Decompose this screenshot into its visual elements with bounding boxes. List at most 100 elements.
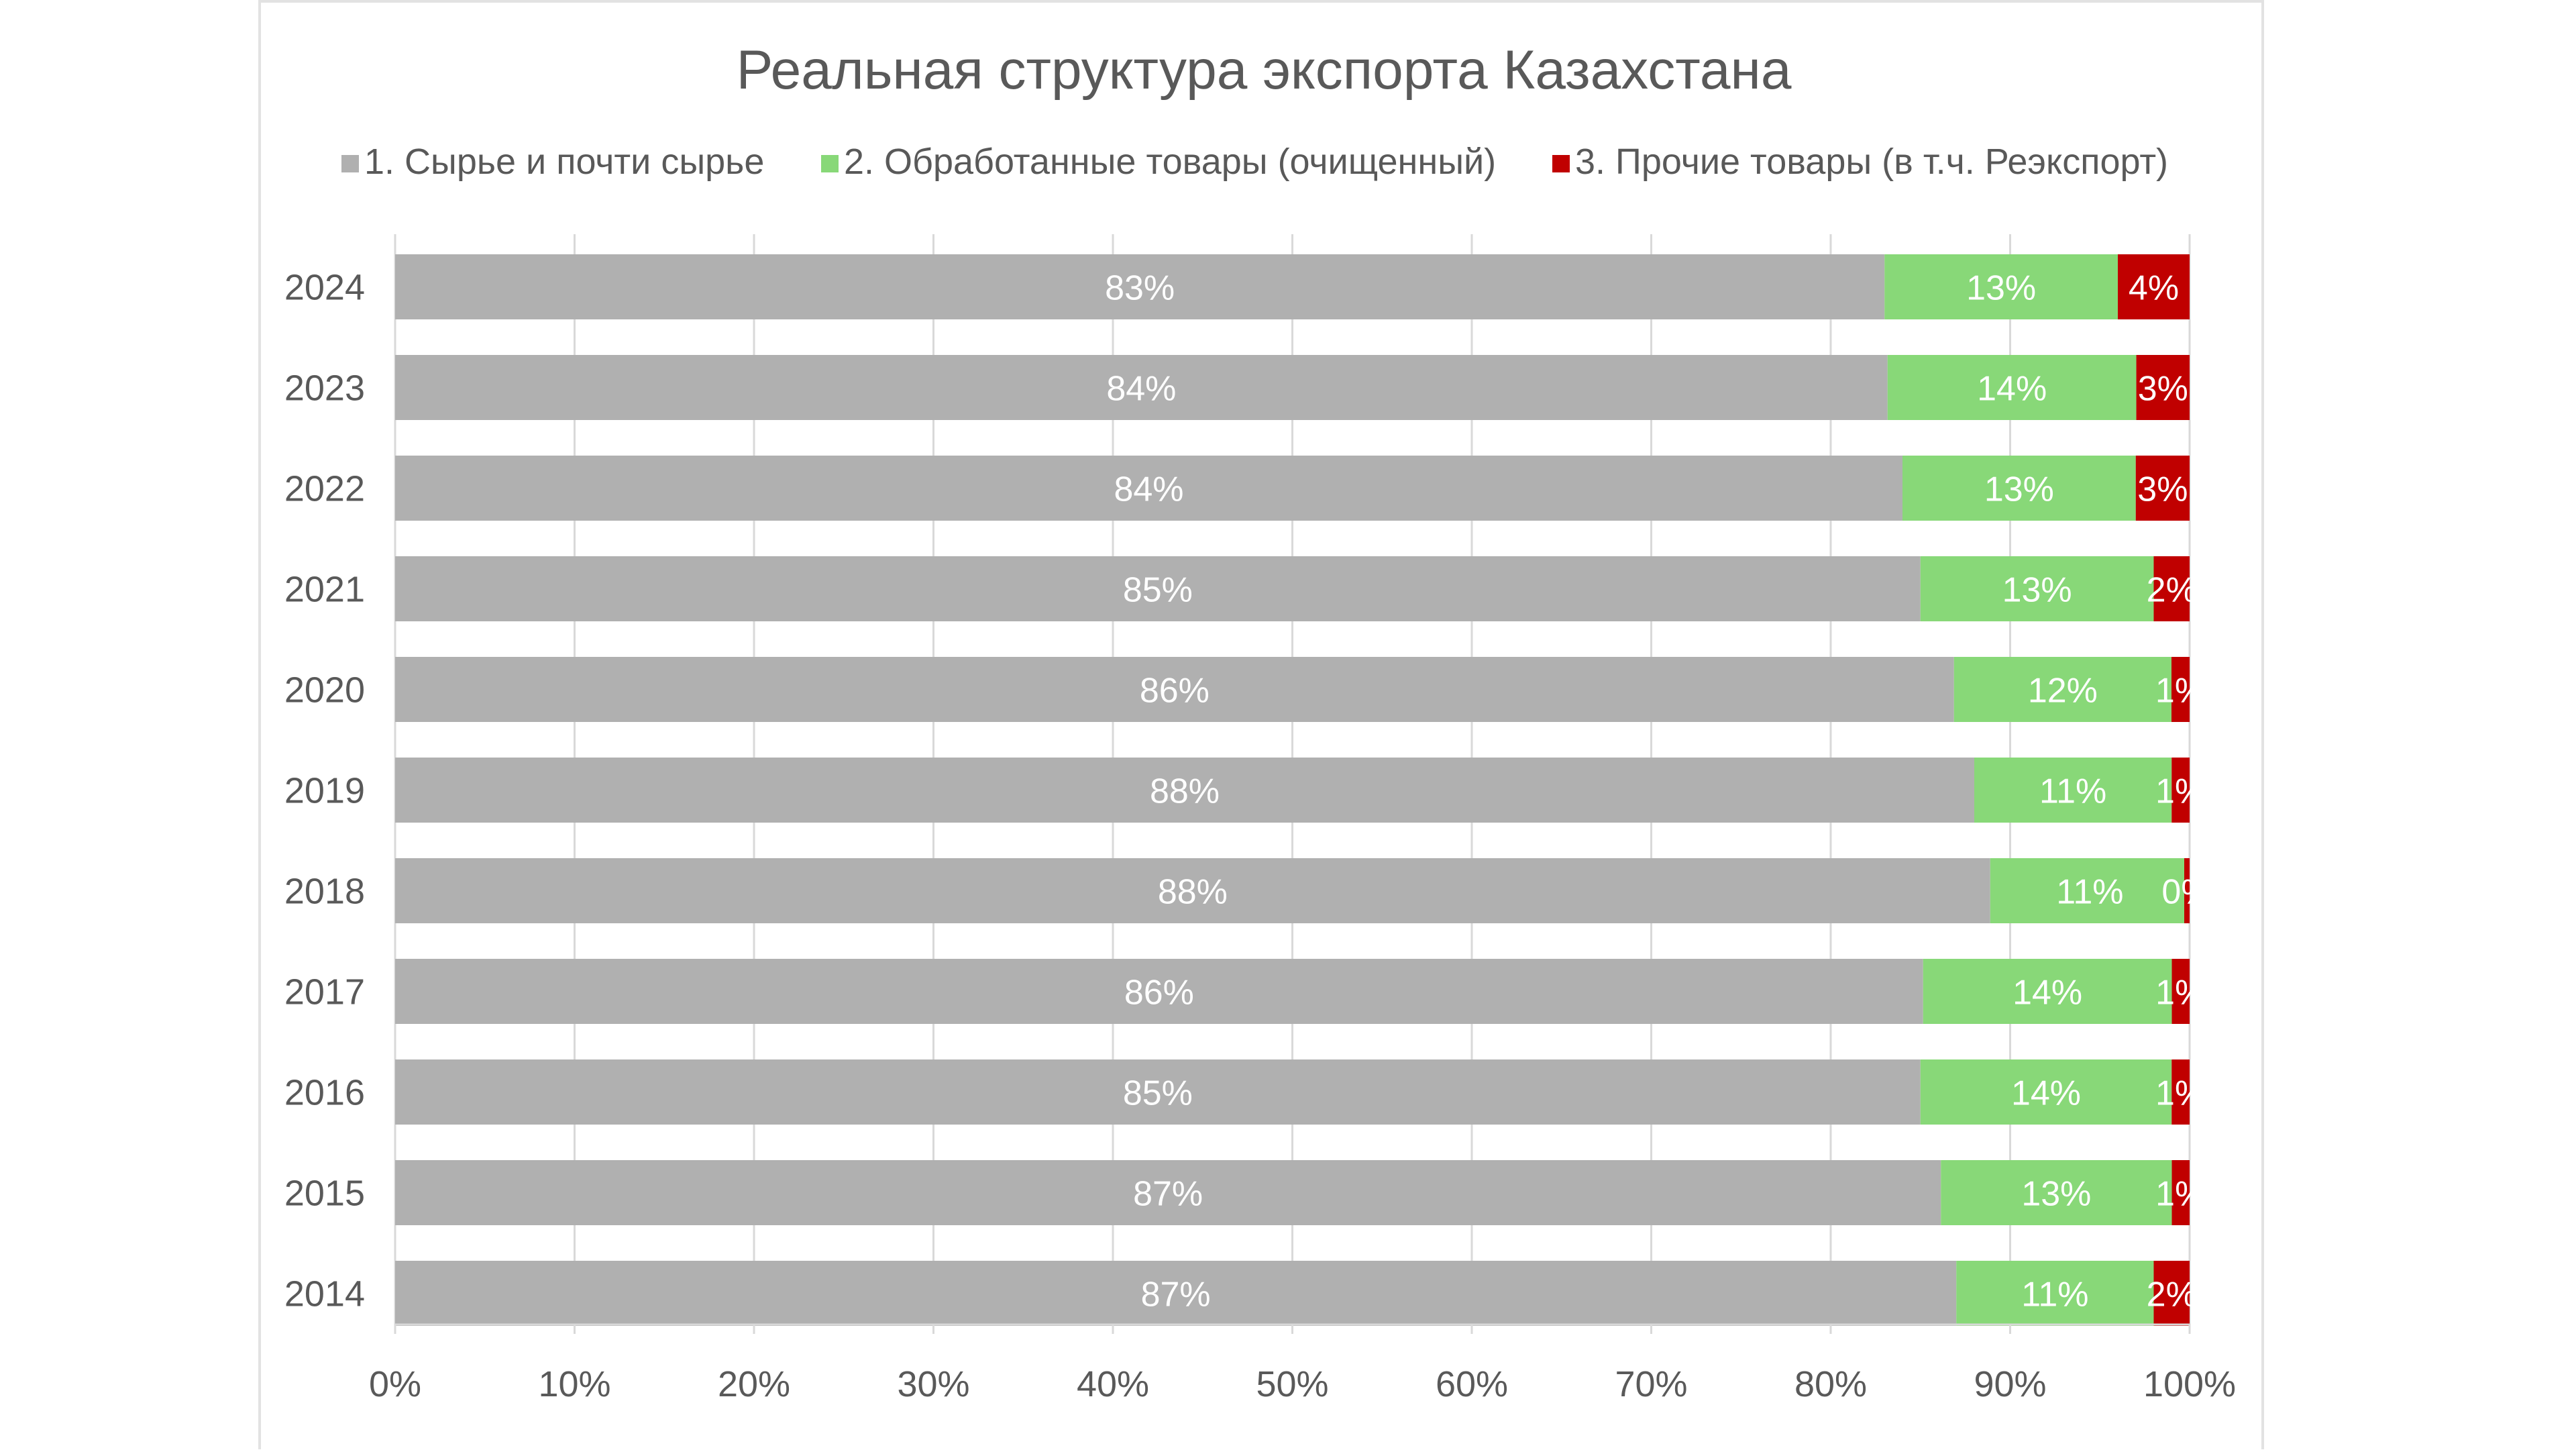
data-label: 85% bbox=[1123, 571, 1193, 610]
bar-segment-2019-s2 bbox=[1974, 758, 2172, 823]
bars: 83% 13% 4% 84% 14% 3% 84% 13% 3% 85% 13% 2% 86% 12% 1%… bbox=[395, 254, 2212, 1326]
bar-segment-2019-s3 bbox=[2171, 758, 2190, 823]
data-label: 14% bbox=[1977, 370, 2047, 409]
bar-segment-2021-s1 bbox=[395, 556, 1921, 621]
data-label: 1% bbox=[2155, 672, 2206, 711]
legend: 1. Сырье и почти сырье 2. Обработанные то… bbox=[341, 142, 2168, 182]
x-tick-label: 20% bbox=[718, 1364, 790, 1404]
x-tick-label: 0% bbox=[369, 1364, 421, 1404]
bar-row-2016: 85% 14% 1% bbox=[395, 1059, 2206, 1125]
legend-swatch bbox=[341, 155, 359, 172]
legend-item-1: 1. Сырье и почти сырье bbox=[341, 142, 764, 182]
y-tick-label: 2017 bbox=[284, 972, 365, 1013]
data-label: 86% bbox=[1140, 672, 1210, 711]
bar-row-2014: 87% 11% 2% bbox=[395, 1261, 2197, 1326]
data-label: 13% bbox=[1966, 269, 2036, 308]
legend-label: 3. Прочие товары (в т.ч. Реэкспорт) bbox=[1575, 142, 2168, 182]
data-label: 0% bbox=[2161, 873, 2212, 912]
data-label: 84% bbox=[1106, 370, 1176, 409]
bar-row-2021: 85% 13% 2% bbox=[395, 556, 2197, 621]
bar-segment-2022-s1 bbox=[395, 456, 1902, 521]
data-label: 13% bbox=[1984, 470, 2054, 509]
data-label: 11% bbox=[2021, 1276, 2088, 1314]
bar-segment-2016-s3 bbox=[2171, 1059, 2190, 1125]
data-label: 2% bbox=[2147, 1276, 2197, 1314]
bar-segment-2024-s3 bbox=[2118, 254, 2190, 319]
bar-segment-2017-s2 bbox=[1923, 959, 2172, 1024]
bar-row-2020: 86% 12% 1% bbox=[395, 657, 2206, 722]
x-tick-label: 60% bbox=[1436, 1364, 1508, 1404]
y-tick-label: 2022 bbox=[284, 469, 365, 509]
bar-segment-2023-s1 bbox=[395, 355, 1888, 420]
data-label: 88% bbox=[1150, 772, 1220, 811]
bar-segment-2024-s1 bbox=[395, 254, 1885, 319]
y-tick-label: 2021 bbox=[284, 570, 365, 610]
bar-segment-2024-s2 bbox=[1884, 254, 2118, 319]
bar-row-2019: 88% 11% 1% bbox=[395, 758, 2206, 823]
legend-label: 1. Сырье и почти сырье bbox=[364, 142, 764, 182]
bar-segment-2022-s3 bbox=[2135, 456, 2190, 521]
y-tick-label: 2016 bbox=[284, 1073, 365, 1113]
x-tick-label: 30% bbox=[897, 1364, 969, 1404]
data-label: 11% bbox=[2056, 873, 2123, 912]
data-label: 1% bbox=[2155, 772, 2206, 811]
data-label: 2% bbox=[2147, 571, 2197, 610]
bar-segment-2023-s2 bbox=[1887, 355, 2137, 420]
legend-item-2: 2. Обработанные товары (очищенный) bbox=[821, 142, 1496, 182]
legend-swatch bbox=[1552, 155, 1570, 172]
bar-row-2017: 86% 14% 1% bbox=[395, 959, 2206, 1024]
data-label: 14% bbox=[2012, 974, 2082, 1013]
y-tick-label: 2020 bbox=[284, 670, 365, 711]
bar-row-2022: 84% 13% 3% bbox=[395, 456, 2190, 521]
x-tick-label: 100% bbox=[2143, 1364, 2236, 1404]
data-label: 13% bbox=[2002, 571, 2072, 610]
bar-segment-2017-s1 bbox=[395, 959, 1923, 1024]
bar-segment-2020-s3 bbox=[2171, 657, 2190, 722]
x-tick-label: 40% bbox=[1077, 1364, 1149, 1404]
data-label: 3% bbox=[2137, 470, 2188, 509]
bar-segment-2018-s2 bbox=[1990, 858, 2190, 923]
data-label: 87% bbox=[1141, 1276, 1211, 1314]
bar-segment-2017-s3 bbox=[2171, 959, 2190, 1024]
bar-segment-2016-s2 bbox=[1920, 1059, 2172, 1125]
data-label: 14% bbox=[2011, 1074, 2081, 1113]
data-label: 1% bbox=[2155, 1175, 2206, 1214]
x-tick-label: 50% bbox=[1256, 1364, 1328, 1404]
data-label: 83% bbox=[1105, 269, 1175, 308]
data-label: 3% bbox=[2138, 370, 2188, 409]
y-tick-label: 2023 bbox=[284, 368, 365, 409]
y-tick-label: 2024 bbox=[284, 268, 365, 308]
bar-segment-2015-s2 bbox=[1941, 1160, 2172, 1225]
bar-row-2024: 83% 13% 4% bbox=[395, 254, 2190, 319]
x-axis-ticks: 0% 10% 20% 30% 40% 50% 60% 70% 80% 90% 100% bbox=[369, 1323, 2236, 1404]
bar-row-2015: 87% 13% 1% bbox=[395, 1160, 2206, 1225]
bar-segment-2021-s3 bbox=[2153, 556, 2190, 621]
bar-segment-2015-s1 bbox=[395, 1160, 1941, 1225]
bar-segment-2014-s3 bbox=[2153, 1261, 2190, 1326]
bar-segment-2019-s1 bbox=[395, 758, 1974, 823]
y-tick-label: 2014 bbox=[284, 1274, 365, 1314]
bar-segment-2014-s1 bbox=[395, 1261, 1957, 1326]
bar-segment-2021-s2 bbox=[1920, 556, 2154, 621]
y-axis-labels: 2024 2023 2022 2021 2020 2019 2018 2017 2016 2015… bbox=[284, 268, 365, 1314]
data-label: 85% bbox=[1123, 1074, 1193, 1113]
x-tick-label: 90% bbox=[1974, 1364, 2046, 1404]
y-tick-label: 2019 bbox=[284, 771, 365, 811]
legend-item-3: 3. Прочие товары (в т.ч. Реэкспорт) bbox=[1552, 142, 2168, 182]
data-label: 12% bbox=[2028, 672, 2098, 711]
data-label: 1% bbox=[2155, 1074, 2206, 1113]
bar-segment-2014-s2 bbox=[1956, 1261, 2154, 1326]
x-tick-label: 80% bbox=[1794, 1364, 1867, 1404]
bar-segment-2023-s3 bbox=[2136, 355, 2190, 420]
y-tick-label: 2015 bbox=[284, 1174, 365, 1214]
data-label: 84% bbox=[1114, 470, 1183, 509]
data-label: 11% bbox=[2039, 772, 2106, 811]
data-label: 4% bbox=[2129, 269, 2179, 308]
x-tick-label: 10% bbox=[538, 1364, 610, 1404]
chart-title: Реальная структура экспорта Казахстана bbox=[737, 40, 1792, 101]
bar-segment-2015-s3 bbox=[2171, 1160, 2190, 1225]
bar-segment-2020-s1 bbox=[395, 657, 1954, 722]
data-label: 1% bbox=[2155, 974, 2206, 1013]
chart-frame: Реальная структура экспорта Казахстана 1… bbox=[258, 0, 2264, 1449]
bar-segment-2018-s3 bbox=[2184, 858, 2190, 923]
